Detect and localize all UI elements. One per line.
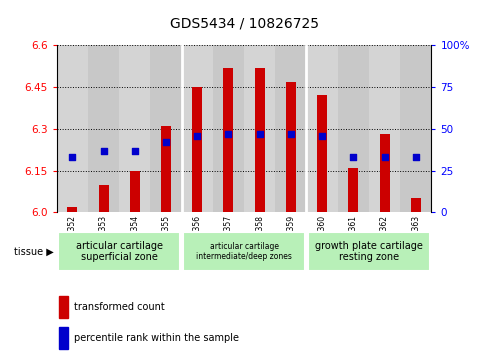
Bar bbox=[59, 327, 68, 349]
Bar bbox=[57, 45, 88, 212]
Point bbox=[256, 131, 264, 137]
Bar bbox=[411, 199, 421, 212]
Text: GDS5434 / 10826725: GDS5434 / 10826725 bbox=[170, 17, 318, 31]
Bar bbox=[183, 232, 305, 271]
Point bbox=[193, 132, 201, 138]
Point bbox=[69, 154, 76, 160]
Bar bbox=[88, 45, 119, 212]
Bar bbox=[286, 82, 296, 212]
Bar bbox=[181, 45, 213, 212]
Bar bbox=[255, 68, 265, 212]
Text: percentile rank within the sample: percentile rank within the sample bbox=[73, 333, 239, 343]
Bar bbox=[369, 45, 400, 212]
Bar bbox=[119, 45, 150, 212]
Bar bbox=[275, 45, 307, 212]
Point bbox=[224, 131, 232, 137]
Bar bbox=[223, 68, 233, 212]
Point bbox=[131, 148, 139, 154]
Text: articular cartilage
intermediate/deep zones: articular cartilage intermediate/deep zo… bbox=[196, 242, 292, 261]
Bar bbox=[150, 45, 181, 212]
Text: tissue ▶: tissue ▶ bbox=[14, 246, 54, 256]
Text: transformed count: transformed count bbox=[73, 302, 164, 312]
Point bbox=[412, 154, 420, 160]
Point bbox=[162, 139, 170, 145]
Bar bbox=[130, 171, 140, 212]
Point bbox=[350, 154, 357, 160]
Point bbox=[318, 132, 326, 138]
Bar bbox=[307, 45, 338, 212]
Text: growth plate cartilage
resting zone: growth plate cartilage resting zone bbox=[315, 241, 423, 262]
Bar bbox=[338, 45, 369, 212]
Bar bbox=[99, 184, 108, 212]
Bar bbox=[68, 207, 77, 212]
Point bbox=[287, 131, 295, 137]
Bar bbox=[380, 134, 389, 212]
Bar bbox=[308, 232, 430, 271]
Point bbox=[381, 154, 388, 160]
Bar bbox=[400, 45, 431, 212]
Bar bbox=[58, 232, 180, 271]
Text: articular cartilage
superficial zone: articular cartilage superficial zone bbox=[75, 241, 163, 262]
Bar bbox=[161, 126, 171, 212]
Bar bbox=[244, 45, 275, 212]
Bar bbox=[349, 168, 358, 212]
Bar bbox=[192, 87, 202, 212]
Bar bbox=[213, 45, 244, 212]
Bar bbox=[317, 95, 327, 212]
Bar bbox=[59, 296, 68, 318]
Point bbox=[100, 148, 107, 154]
